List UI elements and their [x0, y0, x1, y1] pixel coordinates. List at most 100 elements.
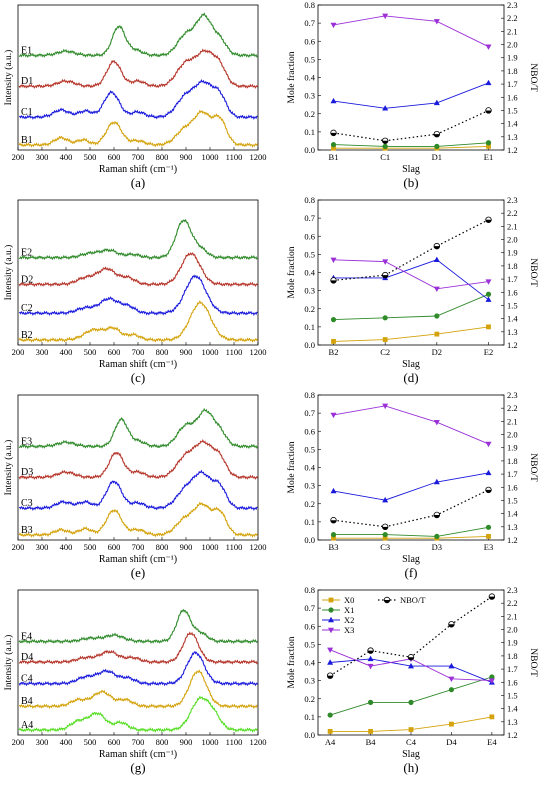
y2-tick-label: 2.2	[507, 208, 518, 218]
y-tick-label: 0.6	[304, 36, 315, 46]
x-tick-label: C1	[380, 152, 390, 162]
chart-e: (e) 200 300 400 500 600 700 800 900 1000 1100 1200 R…	[3, 394, 267, 580]
series-label-C1: C1	[21, 107, 33, 118]
x-tick-label: 300	[36, 152, 49, 162]
x-axis-label: Slag	[402, 164, 420, 175]
series-line-X2	[330, 658, 493, 683]
series-line-B1	[18, 109, 259, 148]
data-point-X3-D4	[448, 676, 455, 683]
chart-a: (a) 200 300 400 500 600 700 800 900 1000 1100 1200 R…	[3, 4, 267, 190]
y-tick-label: 0.0	[304, 535, 315, 545]
series-line-C3	[19, 469, 258, 512]
x-axis-label: Raman shift (cm⁻¹)	[99, 749, 177, 760]
series-line-D1	[18, 48, 258, 89]
series-label-D3: D3	[21, 467, 33, 478]
y-axis-label: Intensity (a.u.)	[3, 635, 14, 691]
x-tick-label: 1100	[226, 737, 243, 747]
y2-tick-label: 1.6	[507, 92, 518, 102]
x-tick-label: 1000	[202, 737, 219, 747]
x-tick-label: E4	[487, 737, 497, 747]
data-point-X1-C1	[382, 143, 388, 149]
x-tick-label: B3	[329, 542, 339, 552]
series-label-B4: B4	[21, 696, 33, 707]
series-line-X2	[333, 472, 489, 501]
y2-tick-label: 1.9	[507, 248, 518, 258]
series-line-D4	[18, 631, 258, 665]
data-point-NBO/T-C4-fill	[408, 657, 414, 661]
y-tick-label: 0.0	[304, 145, 315, 155]
x-tick-label: 800	[156, 542, 169, 552]
data-point-X2-E2	[485, 296, 492, 302]
x-tick-label: 700	[132, 347, 145, 357]
y-axis-label: Mole fraction	[286, 51, 297, 103]
series-label-B3: B3	[21, 525, 33, 536]
series-line-A4	[18, 695, 259, 733]
data-point-X2-D2	[433, 256, 440, 263]
data-point-NBO/T-E1-fill	[485, 110, 492, 114]
series-line-E2	[18, 218, 258, 261]
y-tick-label: 0.1	[304, 712, 315, 722]
y2-tick-label: 1.3	[507, 327, 518, 337]
series-line-C1	[19, 78, 258, 121]
y-axis-label: Intensity (a.u.)	[3, 440, 14, 496]
x-tick-label: 400	[60, 737, 73, 747]
y2-tick-label: 1.2	[507, 730, 518, 740]
series-line-X1	[333, 526, 489, 537]
data-point-X1-C3	[382, 531, 388, 538]
y2-tick-label: 1.4	[507, 704, 518, 714]
y-tick-label: 0.4	[304, 268, 315, 278]
series-line-D3	[18, 438, 258, 480]
data-point-X3-E2	[485, 279, 492, 285]
x-tick-label: 800	[156, 737, 169, 747]
plot-frame	[17, 4, 259, 151]
series-label-C3: C3	[21, 498, 33, 509]
data-point-X2-A4	[327, 659, 334, 665]
legend-label-X1: X1	[344, 605, 354, 615]
x-tick-label: 600	[108, 542, 121, 552]
legend-marker-NBO/T-fill	[384, 600, 390, 603]
x-tick-label: 900	[180, 542, 193, 552]
data-point-X1-C4	[408, 699, 414, 705]
x-tick-label: 1200	[250, 737, 267, 747]
series-line-X0	[333, 145, 489, 149]
x-tick-label: 1000	[202, 347, 219, 357]
series-line-E3	[18, 407, 258, 450]
data-point-X0-E4	[489, 714, 495, 720]
series-line-X3	[333, 15, 489, 48]
series-line-B2	[18, 300, 259, 343]
y-tick-label: 0.8	[304, 195, 315, 205]
data-point-X0-A4	[327, 728, 333, 734]
x-axis-label: Slag	[402, 554, 420, 565]
data-point-NBO/T-B1-fill	[330, 132, 337, 136]
data-point-X0-E2	[486, 324, 491, 330]
y-tick-label: 0.4	[304, 658, 315, 668]
y-tick-label: 0.1	[304, 127, 315, 137]
series-line-X1	[329, 676, 493, 716]
y2-tick-label: 1.7	[507, 469, 518, 479]
panel-label: (a)	[131, 175, 145, 190]
x-tick-label: A4	[325, 737, 336, 747]
y2-tick-label: 1.4	[507, 119, 518, 129]
x-axis-label: Slag	[402, 359, 420, 370]
series-label-D4: D4	[21, 652, 33, 663]
chart-b: (b) 0.0 0.1 0.2 0.3 0.4 0.5 0.6 0.7 0.8 1.2 1.3 1.4 1…	[286, 0, 538, 190]
series-line-C4	[18, 651, 258, 687]
data-point-NBO/T-C1-fill	[382, 140, 388, 144]
x-tick-label: 700	[132, 737, 145, 747]
x-tick-label: 1000	[202, 152, 219, 162]
series-label-E3: E3	[21, 436, 32, 447]
data-point-X2-D3	[433, 478, 440, 485]
data-point-X0-B1	[331, 145, 336, 151]
series-label-E4: E4	[21, 631, 32, 642]
y2-tick-label: 2.2	[507, 598, 518, 608]
y2-tick-label: 2.1	[507, 611, 518, 621]
y-tick-label: 0.0	[304, 730, 315, 740]
data-point-NBO/T-C2-fill	[382, 275, 388, 278]
legend-marker-X1	[328, 607, 334, 613]
data-point-X2-E1	[485, 79, 492, 86]
data-point-X0-D2	[434, 331, 440, 337]
x-tick-label: C2	[380, 347, 390, 357]
series-label-E1: E1	[21, 45, 32, 56]
